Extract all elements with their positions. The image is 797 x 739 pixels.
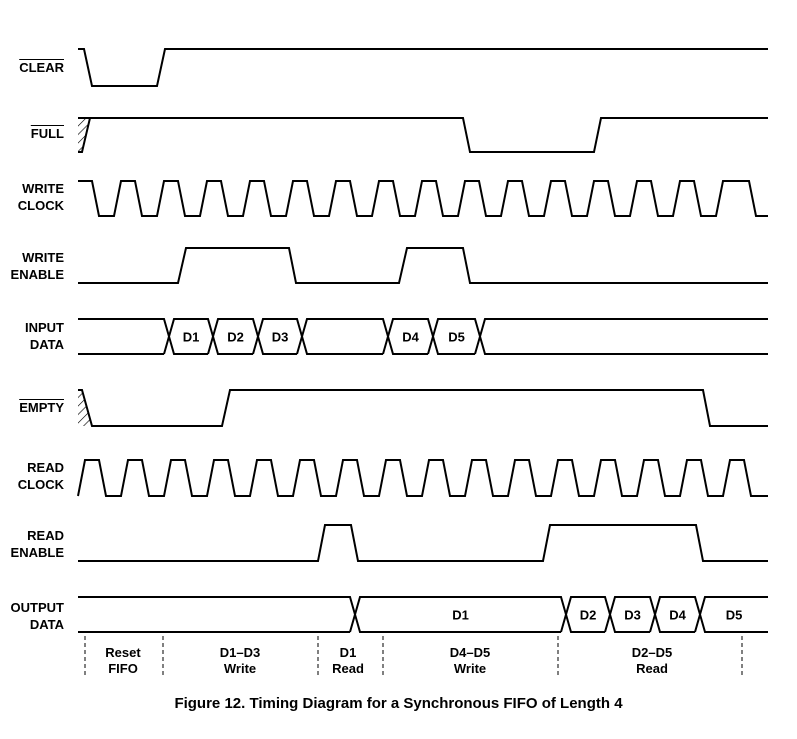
output-data-segment xyxy=(654,596,702,633)
output-data-segment-bottom xyxy=(654,614,695,633)
output-data-segment xyxy=(699,596,768,615)
input-data-segment xyxy=(387,318,435,355)
input-data-segment-bottom xyxy=(168,336,208,355)
output-data-word-label: D1 xyxy=(452,608,469,623)
output-data-label: OUTPUT DATA xyxy=(10,600,64,632)
output-data-segment-bottom xyxy=(354,614,561,633)
output-data-word-label: D5 xyxy=(726,608,743,623)
input-data-segment xyxy=(168,318,215,355)
phase-label-d1-read: D1 Read xyxy=(332,645,364,676)
figure-caption: Figure 12. Timing Diagram for a Synchron… xyxy=(174,695,623,712)
output-data-segment xyxy=(609,596,657,633)
input-data-segment-bottom xyxy=(387,336,428,355)
read-enable-waveform xyxy=(78,524,768,562)
output-data-segment xyxy=(565,596,612,633)
output-data-word-label: D3 xyxy=(624,608,641,623)
empty-label: EMPTY xyxy=(19,400,64,415)
input-data-segment xyxy=(78,318,171,355)
phase-label-d4-d5-write: D4–D5 Write xyxy=(449,645,491,676)
empty-waveform xyxy=(78,389,768,427)
input-data-segment-bottom xyxy=(257,336,297,355)
input-data-word-label: D5 xyxy=(448,330,465,345)
input-data-segment-bottom xyxy=(212,336,253,355)
output-data-segment-bottom xyxy=(565,614,605,633)
read-clock-label: READ CLOCK xyxy=(17,460,64,492)
write-enable-label: WRITE ENABLE xyxy=(10,250,64,282)
input-data-segment xyxy=(212,318,260,355)
input-data-bus: D1 D2 D3 D4 D5 xyxy=(78,318,768,355)
input-data-segment xyxy=(257,318,304,355)
input-data-segment xyxy=(479,318,768,337)
output-data-segment-bottom xyxy=(609,614,650,633)
output-data-word-label: D4 xyxy=(669,608,686,623)
full-waveform xyxy=(78,117,768,153)
write-clock-waveform xyxy=(78,180,768,217)
read-clock-waveform xyxy=(77,459,768,497)
output-data-word-label: D2 xyxy=(580,608,597,623)
phase-separators xyxy=(84,636,743,678)
input-data-segment-bottom xyxy=(479,336,768,355)
output-data-segment xyxy=(354,596,568,633)
input-data-segment-bottom xyxy=(432,336,475,355)
input-data-segment-bottom xyxy=(301,336,383,355)
phase-label-d1-d3-write: D1–D3 Write xyxy=(219,645,261,676)
input-data-word-label: D1 xyxy=(183,330,200,345)
output-data-segment-bottom xyxy=(699,614,768,633)
input-data-word-label: D3 xyxy=(272,330,289,345)
output-data-segment xyxy=(78,596,357,633)
full-label: FULL xyxy=(30,126,64,141)
input-data-segment xyxy=(432,318,482,355)
clear-waveform xyxy=(78,48,768,87)
phase-label-reset-fifo: Reset FIFO xyxy=(105,645,141,676)
output-data-bus: D1 D2 D3 D4 D5 xyxy=(78,596,768,633)
read-enable-label: READ ENABLE xyxy=(10,528,64,560)
write-enable-waveform xyxy=(78,247,768,284)
phase-label-d2-d5-read: D2–D5 Read xyxy=(631,645,673,676)
input-data-label: INPUT DATA xyxy=(25,320,64,352)
write-clock-label: WRITE CLOCK xyxy=(17,181,64,213)
input-data-word-label: D4 xyxy=(402,330,419,345)
input-data-segment xyxy=(301,318,390,355)
clear-label: CLEAR xyxy=(19,60,64,75)
input-data-word-label: D2 xyxy=(227,330,244,345)
